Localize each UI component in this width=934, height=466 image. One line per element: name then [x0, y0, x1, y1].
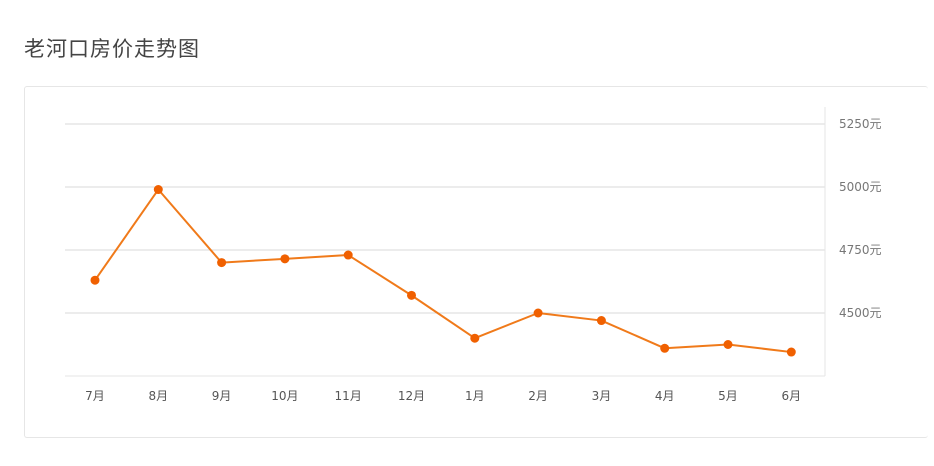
x-tick-label: 3月	[592, 389, 612, 403]
data-point	[786, 347, 796, 357]
x-tick-label: 2月	[528, 389, 548, 403]
x-tick-label: 8月	[148, 389, 168, 403]
data-point	[407, 290, 416, 300]
data-point	[723, 340, 733, 349]
x-tick-label: 5月	[718, 389, 738, 403]
page-title: 老河口房价走势图	[24, 37, 200, 61]
data-point	[470, 333, 480, 343]
price-trend-chart: 4500元 4750元 5000元 5250元 7月 8月 9月 10月 11月 12月 1月 2月 3…	[65, 107, 882, 403]
x-tick-label: 7月	[85, 389, 105, 403]
chart-card: 4500元 4750元 5000元 5250元 7月 8月 9月 10月 11月 12月 1月 2月 3…	[24, 86, 928, 438]
series-line	[94, 188, 792, 354]
data-point	[217, 258, 227, 268]
y-tick-label: 4750元	[839, 243, 882, 257]
x-tick-label: 4月	[655, 389, 675, 403]
x-tick-label: 10月	[271, 389, 298, 403]
x-tick-label: 6月	[781, 389, 801, 403]
y-tick-label: 4500元	[839, 306, 882, 320]
data-point	[660, 343, 670, 353]
data-point	[280, 254, 290, 264]
x-tick-label: 1月	[465, 389, 485, 403]
y-tick-label: 5250元	[839, 117, 882, 131]
x-tick-label: 12月	[398, 389, 425, 403]
data-point	[343, 250, 353, 260]
data-point	[533, 308, 543, 318]
data-point	[90, 275, 100, 285]
x-tick-label: 11月	[335, 389, 362, 403]
data-point	[153, 185, 163, 195]
x-tick-label: 9月	[212, 389, 232, 403]
y-tick-label: 5000元	[839, 180, 882, 194]
data-point	[596, 316, 606, 326]
